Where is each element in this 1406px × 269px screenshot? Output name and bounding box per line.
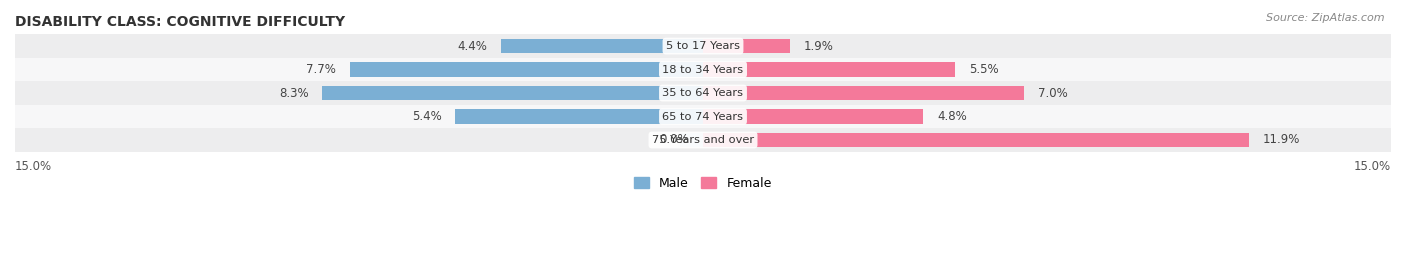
Text: 5.5%: 5.5% [969, 63, 998, 76]
Bar [703, 39, 790, 53]
Bar [15, 34, 1391, 58]
Text: 8.3%: 8.3% [278, 87, 308, 100]
Bar [681, 133, 703, 147]
Bar [456, 109, 703, 124]
Legend: Male, Female: Male, Female [630, 172, 776, 195]
Text: 5.4%: 5.4% [412, 110, 441, 123]
Bar [703, 86, 1024, 100]
Bar [703, 133, 1249, 147]
Text: 11.9%: 11.9% [1263, 133, 1301, 147]
Text: Source: ZipAtlas.com: Source: ZipAtlas.com [1267, 13, 1385, 23]
Text: 4.4%: 4.4% [457, 40, 488, 52]
Text: 35 to 64 Years: 35 to 64 Years [662, 88, 744, 98]
Bar [15, 34, 1391, 58]
Text: DISABILITY CLASS: COGNITIVE DIFFICULTY: DISABILITY CLASS: COGNITIVE DIFFICULTY [15, 15, 344, 29]
Bar [703, 109, 924, 124]
Text: 18 to 34 Years: 18 to 34 Years [662, 65, 744, 75]
Bar [350, 62, 703, 77]
Text: 15.0%: 15.0% [15, 160, 52, 173]
Bar [703, 62, 955, 77]
Text: 4.8%: 4.8% [936, 110, 967, 123]
Bar [15, 58, 1391, 81]
Bar [15, 58, 1391, 81]
Text: 75 Years and over: 75 Years and over [652, 135, 754, 145]
Text: 7.0%: 7.0% [1038, 87, 1067, 100]
Bar [322, 86, 703, 100]
Bar [15, 81, 1391, 105]
Bar [501, 39, 703, 53]
Text: 15.0%: 15.0% [1354, 160, 1391, 173]
Bar [15, 105, 1391, 128]
Text: 1.9%: 1.9% [804, 40, 834, 52]
Text: 5 to 17 Years: 5 to 17 Years [666, 41, 740, 51]
Bar [15, 105, 1391, 128]
Bar [15, 128, 1391, 152]
Bar [15, 128, 1391, 152]
Bar [15, 81, 1391, 105]
Text: 65 to 74 Years: 65 to 74 Years [662, 112, 744, 122]
Text: 7.7%: 7.7% [307, 63, 336, 76]
Text: 0.0%: 0.0% [659, 133, 689, 147]
